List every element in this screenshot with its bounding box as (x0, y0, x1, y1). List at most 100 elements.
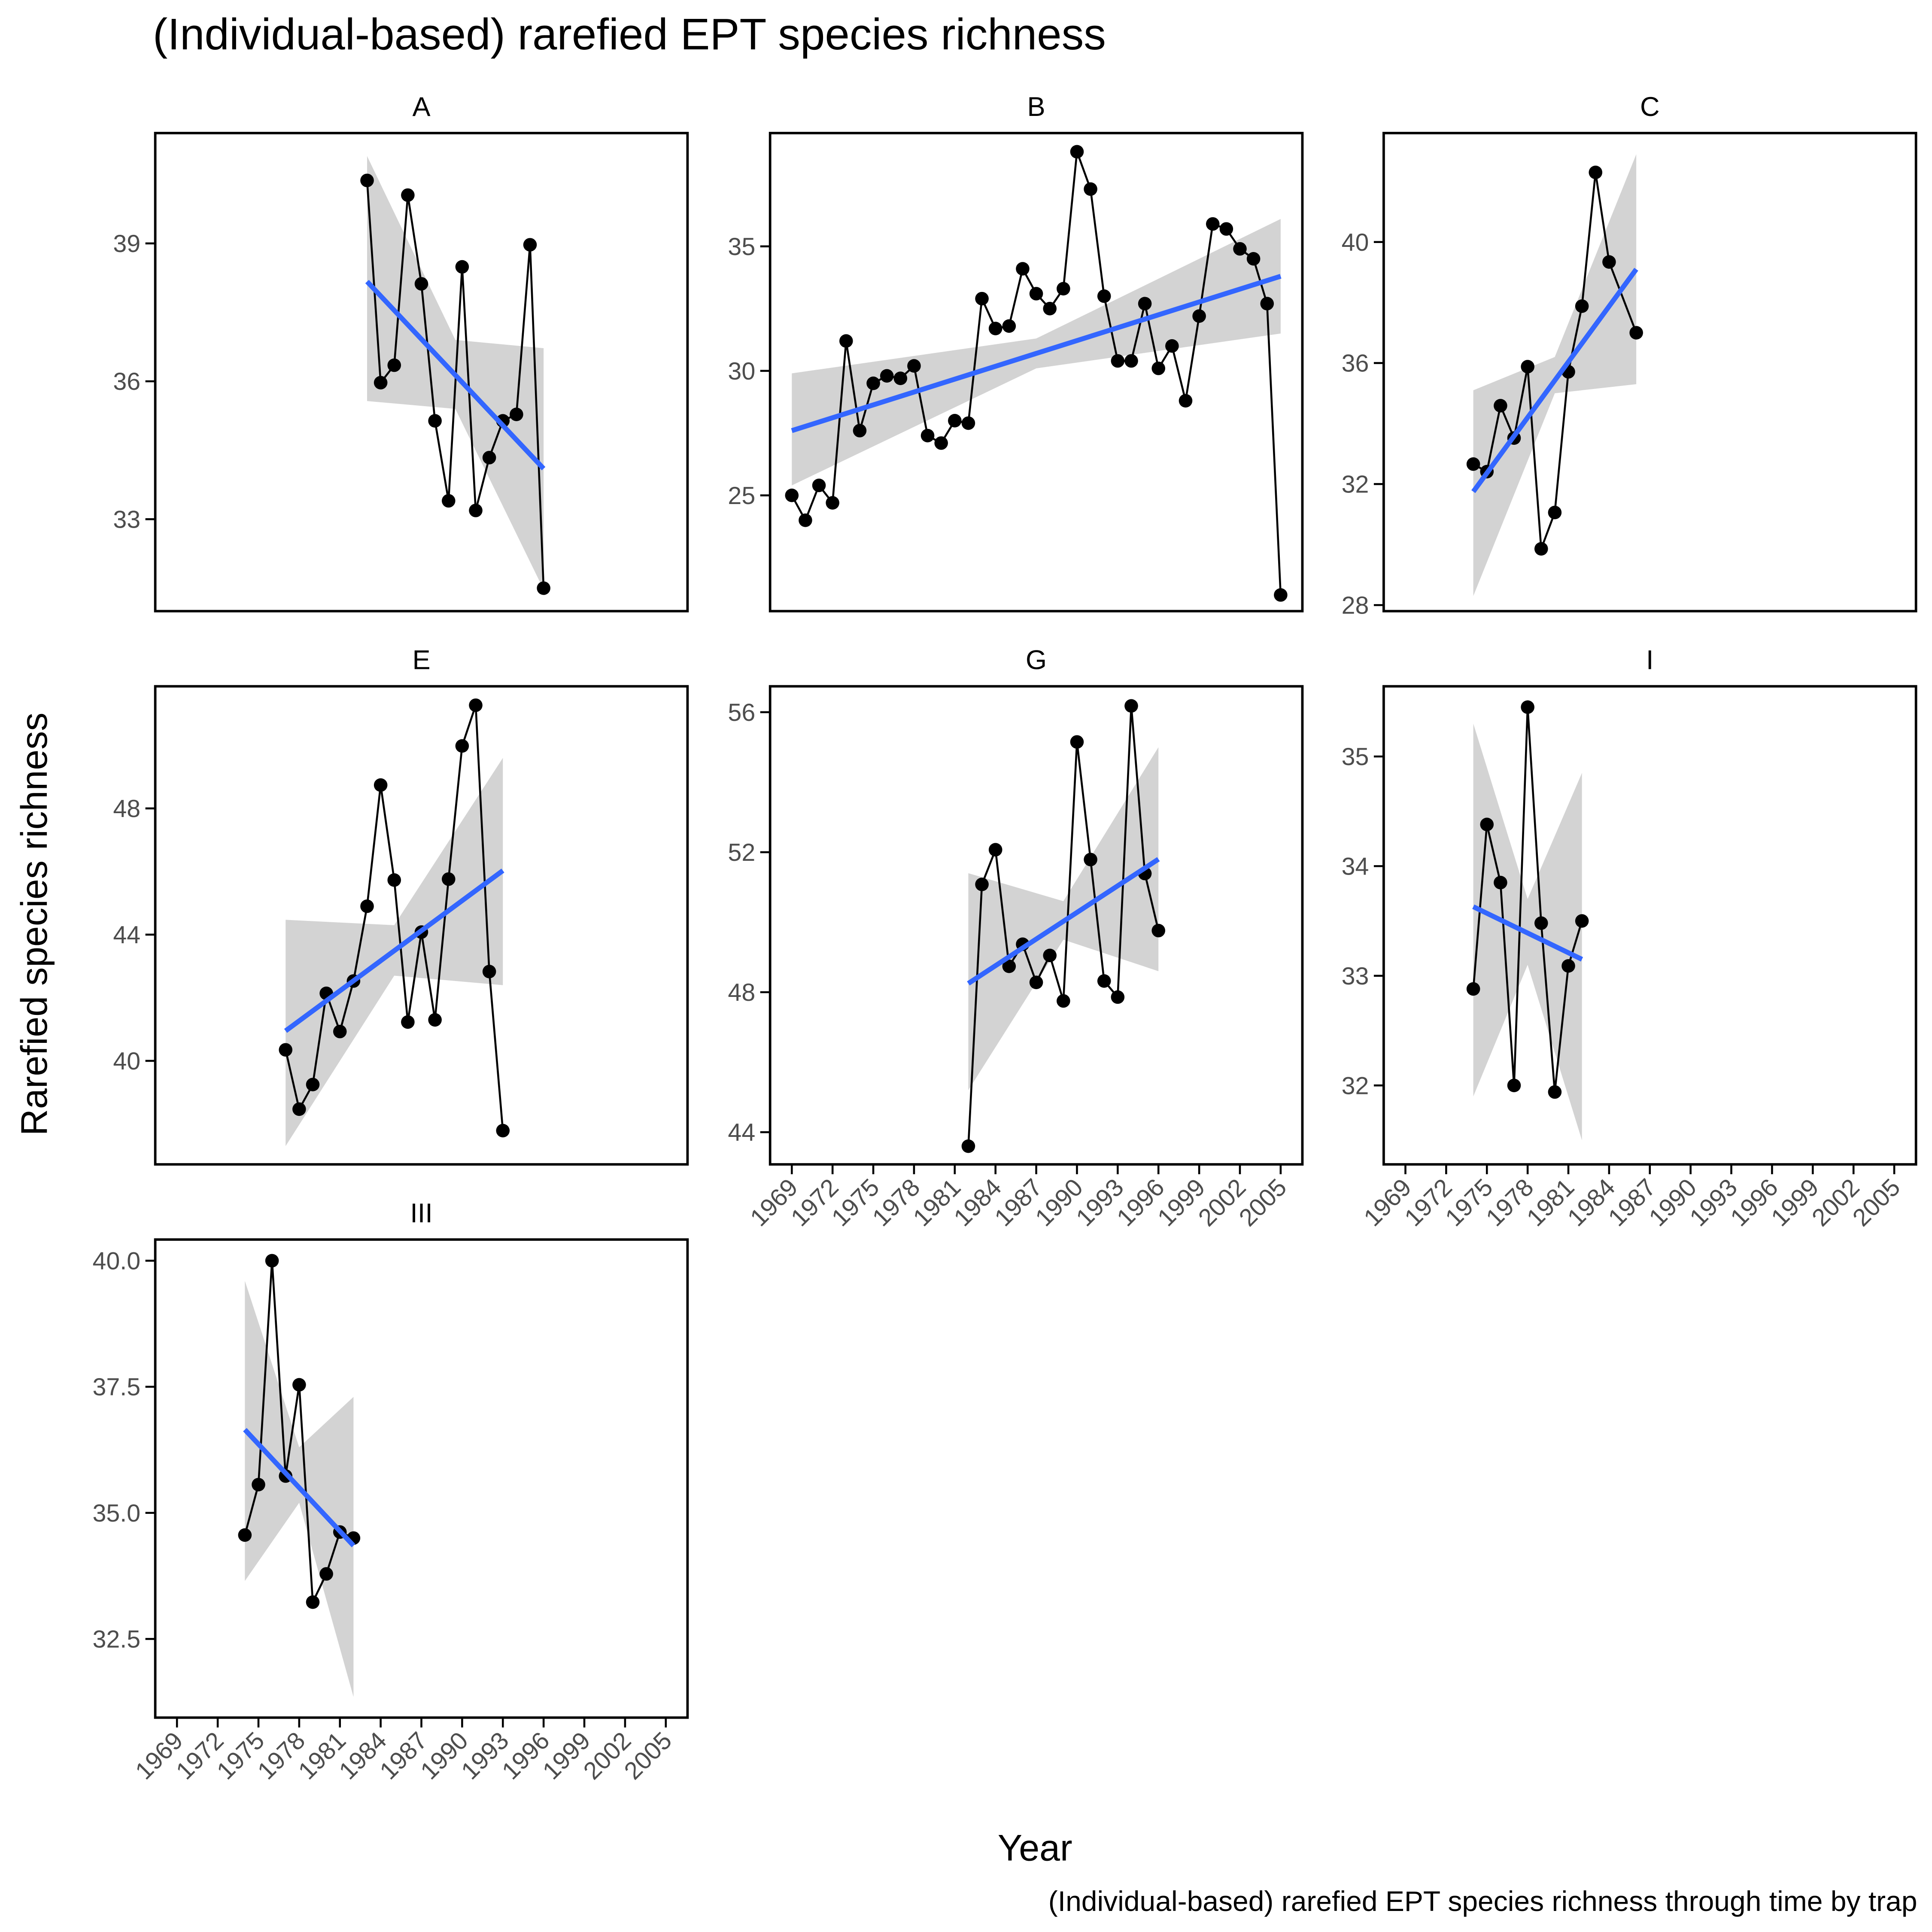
data-point (1002, 319, 1016, 333)
data-point (975, 878, 989, 891)
data-point (948, 414, 962, 428)
y-tick-label: 28 (1342, 592, 1369, 619)
panel-frame (1382, 132, 1917, 613)
data-point (1002, 959, 1016, 973)
data-point (1575, 914, 1589, 928)
trend-line (365, 279, 546, 471)
data-point (279, 1043, 293, 1057)
y-tick-label: 40 (113, 1048, 140, 1075)
data-point (1124, 699, 1138, 713)
data-point (428, 1013, 442, 1027)
data-point (523, 238, 537, 252)
trend-line (1472, 904, 1583, 962)
data-point (785, 489, 799, 502)
data-point (1151, 923, 1166, 938)
y-tick-label: 32 (1342, 471, 1369, 498)
y-tick-label: 35 (728, 233, 755, 261)
data-point (1057, 994, 1070, 1008)
data-point (1602, 255, 1616, 269)
data-point (1084, 182, 1097, 196)
data-point (1494, 399, 1507, 413)
data-point (387, 358, 401, 372)
data-point (1070, 145, 1084, 159)
data-point (975, 292, 989, 306)
data-point (1466, 457, 1480, 471)
data-point (1084, 853, 1097, 866)
panel-title: A (412, 92, 430, 122)
data-point (333, 1024, 347, 1039)
trend-line (791, 273, 1282, 433)
y-tick-label: 40 (1342, 229, 1369, 256)
data-point (1206, 217, 1220, 231)
data-point (1561, 959, 1575, 973)
data-point (1097, 974, 1111, 988)
data-point (455, 739, 469, 753)
y-tick-label: 36 (1342, 350, 1369, 377)
confidence-band (1473, 154, 1637, 596)
data-point (1043, 302, 1057, 316)
x-axis-label: Year (998, 1828, 1072, 1869)
data-point (360, 899, 374, 913)
y-tick-label: 56 (728, 699, 755, 726)
data-point (1260, 297, 1274, 311)
data-point (306, 1595, 320, 1609)
data-point (1016, 262, 1030, 276)
data-point (920, 428, 935, 443)
data-point (1589, 165, 1603, 179)
data-point (961, 1139, 975, 1153)
data-point (469, 698, 483, 712)
data-point (961, 416, 975, 430)
data-point (496, 1124, 510, 1138)
data-point (1466, 982, 1480, 996)
data-line (1473, 172, 1637, 550)
panel-frame (769, 685, 1304, 1166)
y-tick-label: 40.0 (92, 1248, 140, 1275)
data-point (319, 1567, 333, 1581)
data-point (1111, 990, 1125, 1004)
data-point (374, 376, 388, 390)
data-point (799, 513, 812, 527)
y-tick-label: 39 (113, 230, 140, 258)
panel-title: I (1646, 645, 1654, 675)
data-point (1274, 588, 1288, 602)
data-point (934, 436, 948, 450)
data-point (537, 581, 550, 595)
data-point (853, 424, 867, 437)
data-point (292, 1102, 306, 1116)
data-point (1521, 360, 1534, 374)
y-tick-label: 44 (113, 921, 140, 949)
panel-title: III (410, 1198, 433, 1228)
data-point (1629, 326, 1643, 340)
y-tick-label: 33 (1342, 963, 1369, 990)
panel-frame (769, 132, 1304, 613)
data-point (441, 872, 456, 886)
data-point (482, 965, 496, 978)
data-point (1494, 875, 1507, 890)
y-tick-label: 30 (728, 358, 755, 385)
y-tick-label: 52 (728, 839, 755, 866)
y-tick-label: 34 (1342, 853, 1369, 880)
panel-frame (1382, 685, 1917, 1166)
data-point (1124, 354, 1138, 368)
y-tick-label: 36 (113, 368, 140, 395)
data-point (1233, 242, 1247, 256)
trend-line (1471, 267, 1638, 493)
data-point (1548, 505, 1562, 519)
y-axis-label: Rarefied species richness (14, 713, 55, 1136)
y-tick-label: 35 (1342, 743, 1369, 771)
y-tick-label: 32.5 (92, 1625, 140, 1653)
data-point (1151, 361, 1166, 375)
data-point (988, 843, 1002, 857)
data-point (1575, 299, 1589, 313)
data-point (306, 1078, 320, 1091)
y-tick-label: 25 (728, 482, 755, 510)
data-point (1070, 735, 1084, 749)
trend-line (967, 857, 1160, 986)
data-point (265, 1254, 279, 1268)
y-tick-label: 32 (1342, 1072, 1369, 1100)
data-point (1029, 975, 1043, 989)
data-point (893, 371, 908, 385)
data-point (387, 873, 401, 887)
caption: (Individual-based) rarefied EPT species … (1048, 1885, 1917, 1917)
data-point (238, 1528, 252, 1542)
